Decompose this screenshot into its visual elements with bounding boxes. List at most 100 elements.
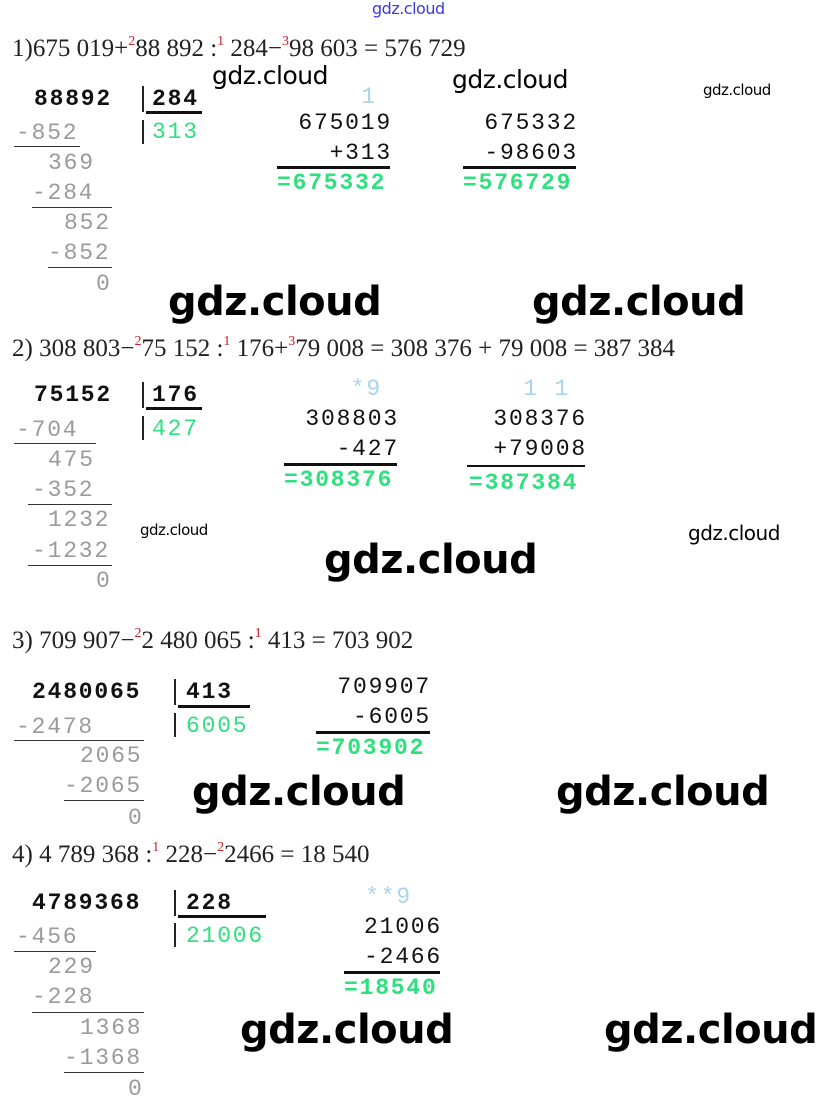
division-step: 1368 xyxy=(80,1015,143,1041)
dividend: 4789368 xyxy=(32,890,142,916)
problem-1-expression: 1)675 019+288 892 :1 284−398 603 = 576 7… xyxy=(12,34,466,63)
division-step: 475 xyxy=(48,447,95,473)
column-second: -2466 xyxy=(363,944,442,970)
division-step: 2065 xyxy=(80,743,143,769)
division-step: -2065 xyxy=(64,773,143,799)
division-bar xyxy=(142,86,144,112)
divisor: 228 xyxy=(186,890,233,916)
division-step: 0 xyxy=(128,805,144,831)
step-line xyxy=(14,740,144,741)
expr-text: 284− xyxy=(224,35,282,62)
column-line xyxy=(284,463,397,466)
divisor-line xyxy=(146,407,202,410)
expr-text: 79 008 = 308 376 + 79 008 = 387 384 xyxy=(295,335,676,362)
division-step: -1368 xyxy=(64,1045,143,1071)
column-second: -6005 xyxy=(352,704,431,730)
expr-text: 2466 = 18 540 xyxy=(224,841,370,868)
step-line xyxy=(14,951,96,952)
division-step: -704 xyxy=(16,417,79,443)
quotient: 21006 xyxy=(186,923,265,949)
divisor-line xyxy=(178,705,250,708)
order-mark: 2 xyxy=(134,626,142,641)
division-bar xyxy=(142,382,144,408)
expr-text: 75 152 : xyxy=(141,335,224,362)
watermark: gdz.cloud xyxy=(192,769,406,815)
division-step: 852 xyxy=(64,210,111,236)
dividend: 2480065 xyxy=(32,679,142,705)
column-line xyxy=(463,166,576,169)
division-step: -852 xyxy=(16,120,79,146)
watermark: gdz.cloud xyxy=(240,1007,454,1053)
column-line xyxy=(467,465,585,467)
step-line xyxy=(64,1072,144,1073)
step-line xyxy=(28,504,112,505)
division-bar xyxy=(174,679,176,705)
column-top: 308376 xyxy=(493,406,587,432)
step-line xyxy=(64,800,144,801)
order-mark: 2 xyxy=(128,34,136,49)
column-second: +313 xyxy=(329,140,392,166)
column-result: =18540 xyxy=(344,975,438,1001)
expr-text: 3) 709 907− xyxy=(12,627,135,654)
step-line xyxy=(32,207,112,208)
step-line xyxy=(48,267,112,268)
division-step: -228 xyxy=(32,984,95,1010)
quotient: 427 xyxy=(152,416,199,442)
quotient: 313 xyxy=(152,119,199,145)
division-step: 1232 xyxy=(48,507,111,533)
watermark: gdz.cloud xyxy=(688,521,780,545)
expr-text: 98 603 = 576 729 xyxy=(289,35,466,62)
order-mark: 2 xyxy=(134,334,142,349)
column-line xyxy=(277,166,390,169)
division-step: 229 xyxy=(48,954,95,980)
watermark: gdz.cloud xyxy=(556,769,770,815)
step-line xyxy=(28,565,112,566)
column-line xyxy=(316,731,430,734)
divisor: 176 xyxy=(152,382,199,408)
division-bar xyxy=(174,923,176,947)
divisor-line xyxy=(178,915,266,918)
carry-hint: 1 1 xyxy=(523,376,570,402)
column-line xyxy=(344,971,440,974)
division-bar xyxy=(142,416,144,440)
column-top: 709907 xyxy=(337,674,431,700)
order-mark: 1 xyxy=(223,334,231,349)
order-mark: 2 xyxy=(217,840,225,855)
carry-hint: 1 xyxy=(361,84,377,110)
division-step: -2478 xyxy=(16,714,95,740)
column-top: 308803 xyxy=(305,406,399,432)
division-step: 369 xyxy=(48,150,95,176)
carry-hint: **9 xyxy=(365,884,412,910)
division-step: -284 xyxy=(32,180,95,206)
division-bar xyxy=(174,713,176,737)
watermark: gdz.cloud xyxy=(452,65,569,94)
column-top: 675019 xyxy=(298,110,392,136)
order-mark: 3 xyxy=(288,334,296,349)
column-top: 675332 xyxy=(484,110,578,136)
divisor: 413 xyxy=(186,679,233,705)
order-mark: 3 xyxy=(282,34,289,49)
division-step: -352 xyxy=(32,477,95,503)
problem-3-expression: 3) 709 907−22 480 065 :1 413 = 703 902 xyxy=(12,626,413,655)
column-second: +79008 xyxy=(493,436,587,462)
division-step: -852 xyxy=(48,240,111,266)
quotient: 6005 xyxy=(186,713,249,739)
column-result: =675332 xyxy=(277,170,387,196)
watermark: gdz.cloud xyxy=(168,279,382,325)
watermark: gdz.cloud xyxy=(324,537,538,583)
order-mark: 1 xyxy=(152,840,160,855)
column-top: 21006 xyxy=(363,914,442,940)
problem-4-expression: 4) 4 789 368 :1 228−22466 = 18 540 xyxy=(12,840,370,869)
watermark: gdz.cloud xyxy=(372,0,445,18)
expr-text: 228− xyxy=(159,841,218,868)
column-second: -98603 xyxy=(484,140,578,166)
expr-text: 4) 4 789 368 : xyxy=(12,841,153,868)
column-result: =308376 xyxy=(284,467,394,493)
division-step: 0 xyxy=(128,1076,144,1102)
step-line xyxy=(32,1012,144,1013)
order-mark: 1 xyxy=(254,626,262,641)
dividend: 88892 xyxy=(34,86,113,112)
division-step: 0 xyxy=(96,568,112,594)
step-line xyxy=(14,443,96,444)
division-step: 0 xyxy=(96,271,112,297)
